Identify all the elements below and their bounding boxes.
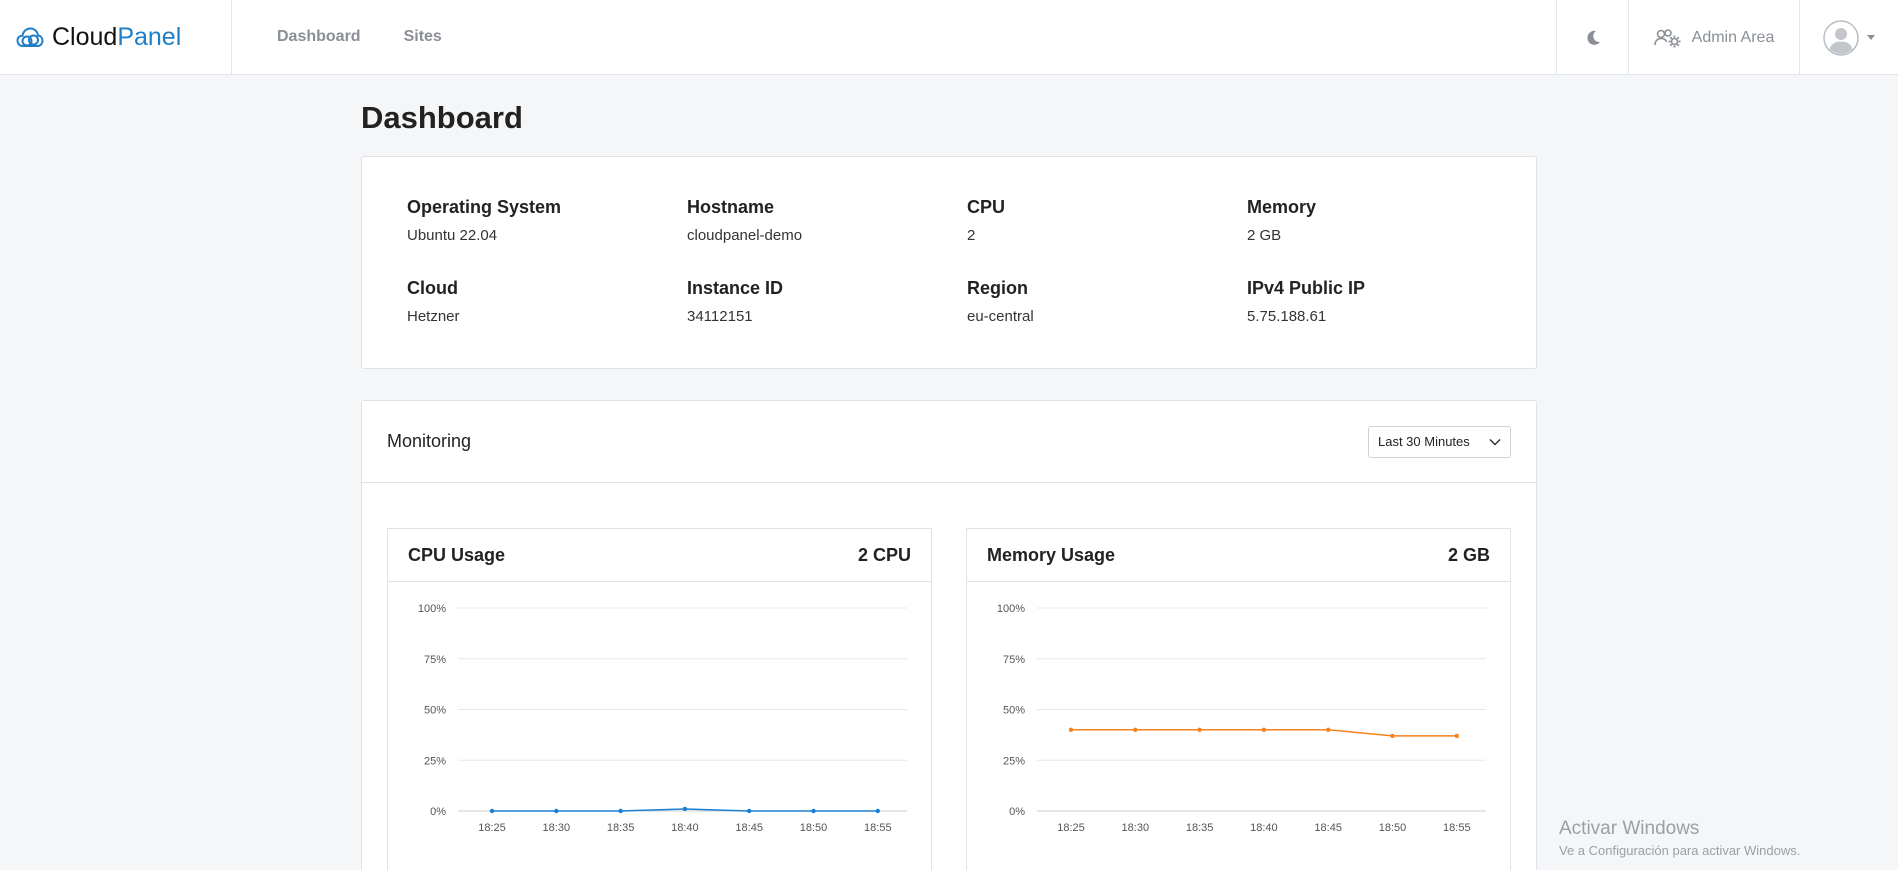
top-header: CloudPanel Dashboard Sites: [0, 0, 1898, 75]
cloud-icon: [16, 26, 44, 47]
data-point[interactable]: [1197, 727, 1202, 732]
x-tick-label: 18:35: [607, 822, 635, 834]
info-item-instance-id: Instance ID 34112151: [687, 278, 784, 325]
x-tick-label: 18:30: [543, 822, 571, 834]
header-actions: Admin Area: [1556, 0, 1898, 75]
x-tick-label: 18:40: [1250, 822, 1278, 834]
monitoring-card: Monitoring Last 30 Minutes CPU Usage 2 C…: [361, 400, 1537, 870]
data-point[interactable]: [811, 808, 816, 814]
server-info-card: Operating System Ubuntu 22.04 Hostname c…: [361, 156, 1537, 369]
admin-area-button[interactable]: Admin Area: [1628, 0, 1799, 75]
monitoring-header: Monitoring Last 30 Minutes: [362, 401, 1536, 483]
x-tick-label: 18:35: [1186, 822, 1214, 834]
user-menu[interactable]: [1799, 0, 1898, 75]
y-tick-label: 25%: [1003, 755, 1025, 767]
x-tick-label: 18:25: [478, 822, 506, 834]
x-tick-label: 18:45: [735, 822, 763, 834]
avatar-icon: [1823, 19, 1859, 56]
data-point[interactable]: [1390, 733, 1395, 739]
data-point[interactable]: [618, 808, 623, 814]
x-tick-label: 18:45: [1314, 822, 1342, 834]
y-tick-label: 100%: [418, 603, 446, 615]
chevron-down-icon: [1489, 438, 1501, 446]
data-point[interactable]: [1326, 727, 1331, 732]
data-point[interactable]: [554, 808, 559, 814]
chart-title: Memory Usage: [987, 544, 1116, 565]
cpu-usage-chart-card: CPU Usage 2 CPU 0% 25% 50% 75% 100% 18:25 18:3…: [387, 528, 932, 870]
main-nav: Dashboard Sites: [232, 0, 485, 74]
info-item-hostname: Hostname cloudpanel-demo: [687, 197, 803, 244]
users-cog-icon: [1653, 28, 1681, 47]
info-item-os: Operating System Ubuntu 22.04: [407, 197, 562, 244]
data-point[interactable]: [682, 806, 688, 812]
memory-usage-chart: 0% 25% 50% 75% 100% 18:25 18:30 18:35 18:40 18:45…: [997, 603, 1486, 834]
x-tick-label: 18:25: [1057, 822, 1085, 834]
y-tick-label: 50%: [1003, 705, 1025, 717]
data-point[interactable]: [1068, 727, 1074, 732]
nav-dashboard[interactable]: Dashboard: [277, 28, 361, 45]
x-tick-label: 18:50: [800, 822, 828, 834]
brand-logo[interactable]: CloudPanel: [0, 0, 232, 75]
info-item-memory: Memory 2 GB: [1247, 197, 1317, 244]
y-tick-label: 100%: [997, 603, 1025, 615]
chevron-down-icon: [1867, 35, 1875, 40]
x-tick-label: 18:50: [1379, 822, 1407, 834]
info-item-cpu: CPU 2: [967, 197, 1006, 244]
info-item-ipv4: IPv4 Public IP 5.75.188.61: [1247, 278, 1366, 325]
x-tick-label: 18:40: [671, 822, 699, 834]
time-range-value: Last 30 Minutes: [1378, 434, 1470, 449]
dark-mode-toggle[interactable]: [1556, 0, 1628, 75]
y-tick-label: 0%: [430, 806, 446, 818]
data-point[interactable]: [875, 808, 880, 814]
cpu-usage-chart: 0% 25% 50% 75% 100% 18:25 18:30 18:35 18:40 18:45…: [418, 603, 907, 834]
monitoring-title: Monitoring: [387, 431, 472, 451]
y-tick-label: 75%: [1003, 654, 1025, 666]
windows-activation-watermark: Activar Windows Ve a Configuración para …: [1559, 818, 1801, 858]
y-tick-label: 25%: [424, 755, 446, 767]
info-item-cloud: Cloud Hetzner: [407, 278, 460, 325]
brand-name: CloudPanel: [52, 23, 182, 51]
data-point[interactable]: [1261, 727, 1267, 732]
page-title: Dashboard: [361, 100, 523, 135]
nav-sites[interactable]: Sites: [403, 28, 442, 45]
data-point[interactable]: [1133, 727, 1138, 732]
y-tick-label: 75%: [424, 654, 446, 666]
time-range-select[interactable]: Last 30 Minutes: [1368, 425, 1511, 458]
chart-title: CPU Usage: [408, 544, 506, 565]
chart-meta: 2 GB: [1447, 544, 1490, 565]
data-point[interactable]: [489, 808, 495, 814]
moon-icon: [1586, 30, 1600, 45]
data-point[interactable]: [747, 808, 752, 814]
x-tick-label: 18:30: [1122, 822, 1150, 834]
y-tick-label: 0%: [1009, 806, 1025, 818]
x-tick-label: 18:55: [1443, 822, 1471, 834]
x-tick-label: 18:55: [864, 822, 892, 834]
y-tick-label: 50%: [424, 705, 446, 717]
memory-usage-chart-card: Memory Usage 2 GB 0% 25% 50% 75% 100% 18:25 18…: [966, 528, 1511, 870]
admin-area-label: Admin Area: [1691, 28, 1775, 46]
chart-meta: 2 CPU: [857, 544, 911, 565]
data-point[interactable]: [1454, 733, 1459, 739]
info-item-region: Region eu-central: [967, 278, 1034, 325]
